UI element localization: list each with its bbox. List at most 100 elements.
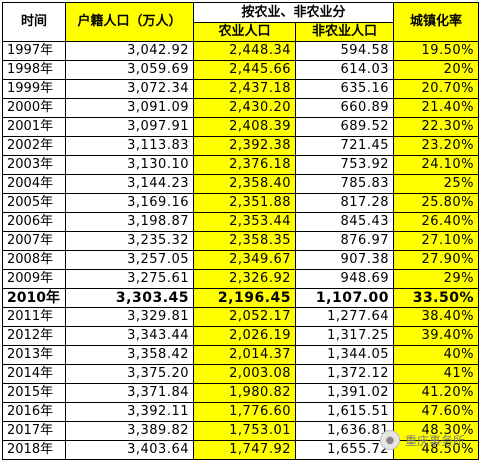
cell-population: 3,329.81 [65, 307, 194, 327]
cell-agri: 1,980.82 [193, 383, 296, 403]
cell-year: 1998年 [2, 60, 66, 80]
cell-agri: 2,003.08 [193, 364, 296, 384]
cell-nonagri: 1,636.81 [294, 421, 395, 441]
cell-year: 2013年 [2, 345, 66, 365]
cell-agri: 2,392.38 [193, 136, 296, 156]
table-row: 2008年 3,257.05 2,349.67 907.38 27.90% [2, 250, 480, 270]
cell-year: 2001年 [2, 117, 66, 137]
cell-nonagri: 1,107.00 [294, 288, 395, 308]
cell-population: 3,091.09 [65, 98, 194, 118]
cell-nonagri: 1,277.64 [294, 307, 395, 327]
cell-population: 3,392.11 [65, 402, 194, 422]
cell-population: 3,198.87 [65, 212, 194, 232]
cell-year: 2004年 [2, 174, 66, 194]
table-row: 2015年 3,371.84 1,980.82 1,391.02 41.20% [2, 383, 480, 403]
cell-nonagri: 1,615.51 [294, 402, 395, 422]
cell-year: 2009年 [2, 269, 66, 289]
cell-agri: 2,445.66 [193, 60, 296, 80]
header-urban-rate: 城镇化率 [393, 2, 480, 42]
watermark-text: 重庆事务所 [405, 433, 466, 448]
table-row: 2000年 3,091.09 2,430.20 660.89 21.40% [2, 98, 480, 118]
cell-agri: 2,326.92 [193, 269, 296, 289]
cell-nonagri: 907.38 [294, 250, 395, 270]
cell-urban-rate: 48.50% [393, 440, 480, 460]
cell-agri: 2,448.34 [193, 41, 296, 61]
cell-population: 3,042.92 [65, 41, 194, 61]
cell-population: 3,113.83 [65, 136, 194, 156]
cell-agri: 2,353.44 [193, 212, 296, 232]
wechat-logo-icon: ● [380, 430, 400, 450]
cell-agri: 2,437.18 [193, 79, 296, 99]
header-agri: 农业人口 [193, 22, 296, 42]
cell-agri: 2,430.20 [193, 98, 296, 118]
cell-agri: 1,753.01 [193, 421, 296, 441]
cell-nonagri: 817.28 [294, 193, 395, 213]
cell-nonagri: 1,317.25 [294, 326, 395, 346]
header-time: 时间 [2, 2, 66, 42]
cell-year: 1997年 [2, 41, 66, 61]
cell-agri: 2,026.19 [193, 326, 296, 346]
cell-urban-rate: 29% [393, 269, 480, 289]
cell-year: 2014年 [2, 364, 66, 384]
table-row: 2014年 3,375.20 2,003.08 1,372.12 41% [2, 364, 480, 384]
cell-population: 3,403.64 [65, 440, 194, 460]
cell-nonagri: 1,391.02 [294, 383, 395, 403]
header-row-1: 时间 户籍人口（万人） 按农业、非农业分 城镇化率 [2, 2, 480, 42]
cell-population: 3,303.45 [65, 288, 194, 308]
cell-year: 2016年 [2, 402, 66, 422]
cell-urban-rate: 25.80% [393, 193, 480, 213]
cell-agri: 1,776.60 [193, 402, 296, 422]
cell-year: 2002年 [2, 136, 66, 156]
cell-population: 3,169.16 [65, 193, 194, 213]
cell-agri: 2,196.45 [193, 288, 296, 308]
cell-year: 2008年 [2, 250, 66, 270]
cell-nonagri: 721.45 [294, 136, 395, 156]
cell-nonagri: 1,655.72 [294, 440, 395, 460]
cell-population: 3,275.61 [65, 269, 194, 289]
cell-nonagri: 785.83 [294, 174, 395, 194]
cell-agri: 2,358.40 [193, 174, 296, 194]
cell-year: 2015年 [2, 383, 66, 403]
cell-year: 2005年 [2, 193, 66, 213]
table-row: 1998年 3,059.69 2,445.66 614.03 20% [2, 60, 480, 80]
cell-urban-rate: 38.40% [393, 307, 480, 327]
table-row: 2004年 3,144.23 2,358.40 785.83 25% [2, 174, 480, 194]
header-row-2: 农业人口 非农业人口 [3, 22, 479, 42]
cell-agri: 2,052.17 [193, 307, 296, 327]
cell-population: 3,072.34 [65, 79, 194, 99]
cell-year: 2003年 [2, 155, 66, 175]
cell-agri: 2,408.39 [193, 117, 296, 137]
table-row: 2012年 3,343.44 2,026.19 1,317.25 39.40% [2, 326, 480, 346]
cell-nonagri: 845.43 [294, 212, 395, 232]
cell-agri: 2,351.88 [193, 193, 296, 213]
watermark: ● 重庆事务所 [380, 430, 465, 450]
cell-nonagri: 614.03 [294, 60, 395, 80]
cell-agri: 2,014.37 [193, 345, 296, 365]
cell-agri: 2,349.67 [193, 250, 296, 270]
cell-urban-rate: 27.10% [393, 231, 480, 251]
cell-urban-rate: 21.40% [393, 98, 480, 118]
cell-population: 3,235.32 [65, 231, 194, 251]
table-row: 2009年 3,275.61 2,326.92 948.69 29% [2, 269, 480, 289]
cell-population: 3,389.82 [65, 421, 194, 441]
table-row: 1997年 3,042.92 2,448.34 594.58 19.50% [2, 41, 480, 61]
cell-urban-rate: 41.20% [393, 383, 480, 403]
cell-population: 3,097.91 [65, 117, 194, 137]
table-row: 2018年 3,403.64 1,747.92 1,655.72 48.50% [2, 440, 480, 460]
table-row: 2002年 3,113.83 2,392.38 721.45 23.20% [2, 136, 480, 156]
cell-population: 3,144.23 [65, 174, 194, 194]
cell-agri: 2,358.35 [193, 231, 296, 251]
cell-agri: 2,376.18 [193, 155, 296, 175]
cell-population: 3,257.05 [65, 250, 194, 270]
cell-agri: 1,747.92 [193, 440, 296, 460]
cell-nonagri: 1,344.05 [294, 345, 395, 365]
cell-population: 3,358.42 [65, 345, 194, 365]
cell-nonagri: 660.89 [294, 98, 395, 118]
cell-urban-rate: 39.40% [393, 326, 480, 346]
cell-year: 2000年 [2, 98, 66, 118]
cell-nonagri: 753.92 [294, 155, 395, 175]
cell-urban-rate: 26.40% [393, 212, 480, 232]
cell-population: 3,371.84 [65, 383, 194, 403]
cell-nonagri: 948.69 [294, 269, 395, 289]
